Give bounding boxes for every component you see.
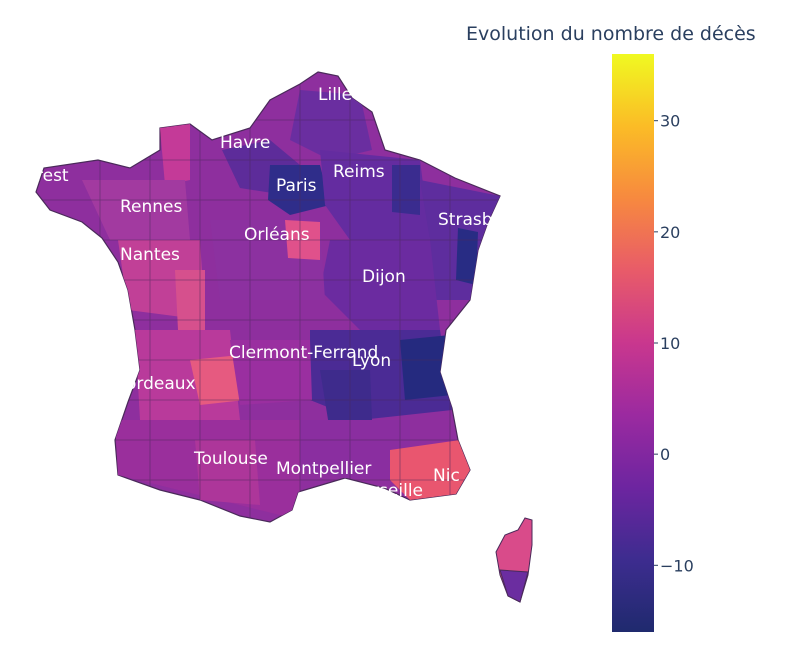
region-north	[290, 90, 372, 160]
city-label-le-havre: Havre	[220, 133, 270, 153]
colorbar-ticks: 30 20 10 0 −10	[654, 112, 694, 575]
region-toulouse	[195, 440, 260, 505]
region-marne-dark	[392, 165, 420, 215]
region-loire-bright	[175, 270, 205, 330]
city-label-toulouse: Toulouse	[193, 449, 268, 469]
city-label-nice: Nic	[433, 466, 460, 486]
colorbar-scale	[612, 54, 654, 632]
region-brittany	[82, 180, 190, 240]
city-label-brest: rest	[36, 166, 69, 186]
colorbar-tick-label: 30	[660, 112, 680, 131]
city-label-nantes: Nantes	[120, 245, 180, 265]
region-alps-dark	[400, 335, 452, 400]
city-label-montpellier: Montpellier	[276, 459, 371, 479]
corsica	[495, 517, 533, 603]
region-limousin-bright	[190, 355, 245, 405]
city-label-strasbourg: Strasb	[438, 210, 493, 230]
region-auvergne-dark	[320, 370, 372, 432]
city-label-orleans: Orléans	[244, 225, 310, 245]
city-label-marseille: Marseille	[347, 481, 423, 501]
colorbar-title: Evolution du nombre de décès	[466, 23, 756, 45]
region-languedoc	[300, 420, 410, 480]
colorbar-tick-label: 0	[660, 445, 670, 464]
city-label-bordeaux: ordeaux	[126, 374, 196, 394]
region-paris	[268, 165, 330, 215]
region-west-coast	[160, 124, 190, 185]
city-label-paris: Paris	[276, 176, 317, 196]
colorbar-tick-label: 20	[660, 223, 680, 242]
colorbar: Evolution du nombre de décès 30 20 10 0 −10	[466, 23, 756, 632]
city-label-rennes: Rennes	[120, 197, 183, 217]
city-label-clermont-ferrand: Clermont-Ferrand	[229, 343, 378, 363]
city-label-lille: Lille	[318, 85, 352, 105]
city-label-lyon: Lyon	[352, 351, 391, 371]
city-labels: Lille Havre rest Rennes Paris Reims Stra…	[36, 85, 493, 501]
france-mainland	[35, 71, 501, 523]
city-label-dijon: Dijon	[362, 267, 406, 287]
corsica-south	[499, 569, 529, 603]
region-alsace-dark	[456, 228, 478, 285]
region-massif	[230, 340, 312, 405]
colorbar-tick-label: 10	[660, 334, 680, 353]
colorbar-tick-label: −10	[660, 556, 694, 575]
city-label-reims: Reims	[333, 162, 385, 182]
